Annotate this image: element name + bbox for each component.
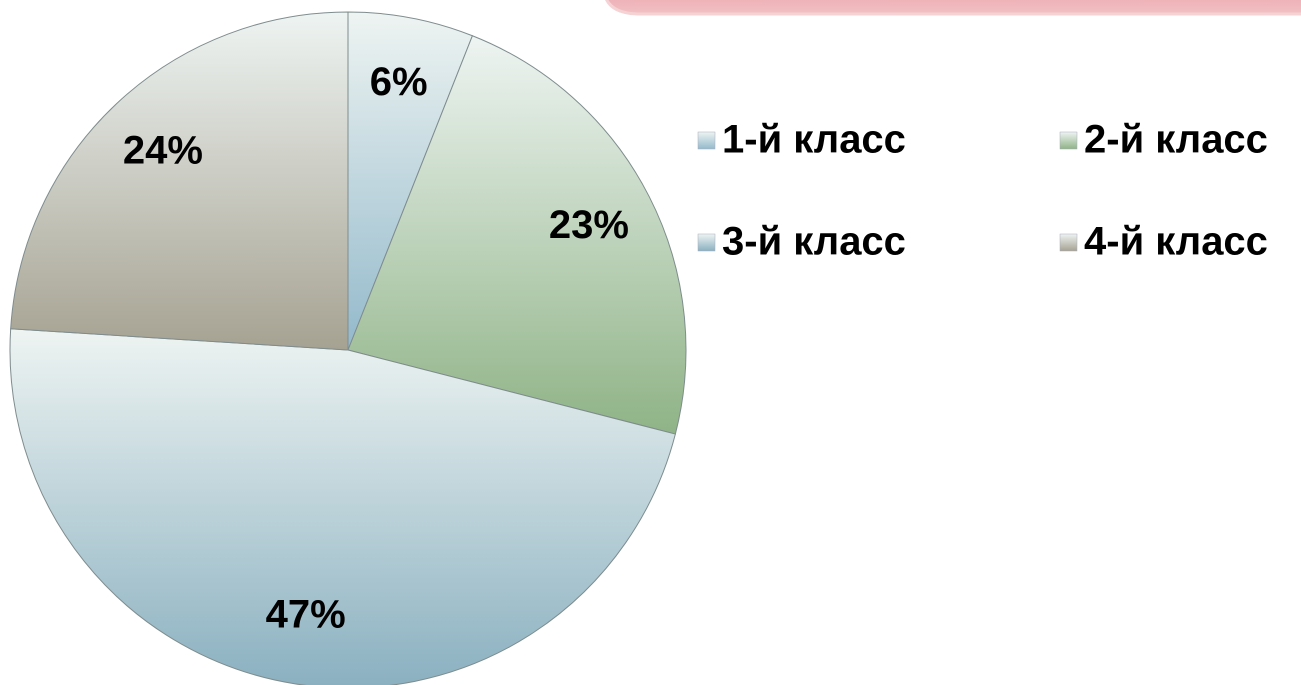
legend-swatch	[1059, 233, 1078, 252]
pie: 6% 23% 47% 24%	[9, 11, 687, 685]
legend-swatch	[697, 233, 716, 252]
legend-swatch	[1059, 131, 1078, 150]
data-label: 24%	[123, 128, 203, 172]
header-banner	[605, 0, 1301, 16]
legend-label: 3-й класс	[722, 220, 906, 264]
pie-slice	[9, 328, 676, 685]
pie-slice	[10, 11, 349, 351]
pie-slice	[347, 11, 474, 351]
data-label: 23%	[549, 203, 629, 247]
legend-label: 1-й класс	[722, 118, 906, 162]
legend-label: 2-й класс	[1084, 118, 1268, 162]
legend-swatch	[697, 131, 716, 150]
data-label: 6%	[370, 60, 428, 104]
legend: 1-й класс 2-й класс 3-й класс 4-й класс	[697, 118, 1268, 264]
legend-label: 4-й класс	[1084, 220, 1268, 264]
data-label: 47%	[266, 593, 346, 637]
pie-slice	[347, 35, 687, 435]
